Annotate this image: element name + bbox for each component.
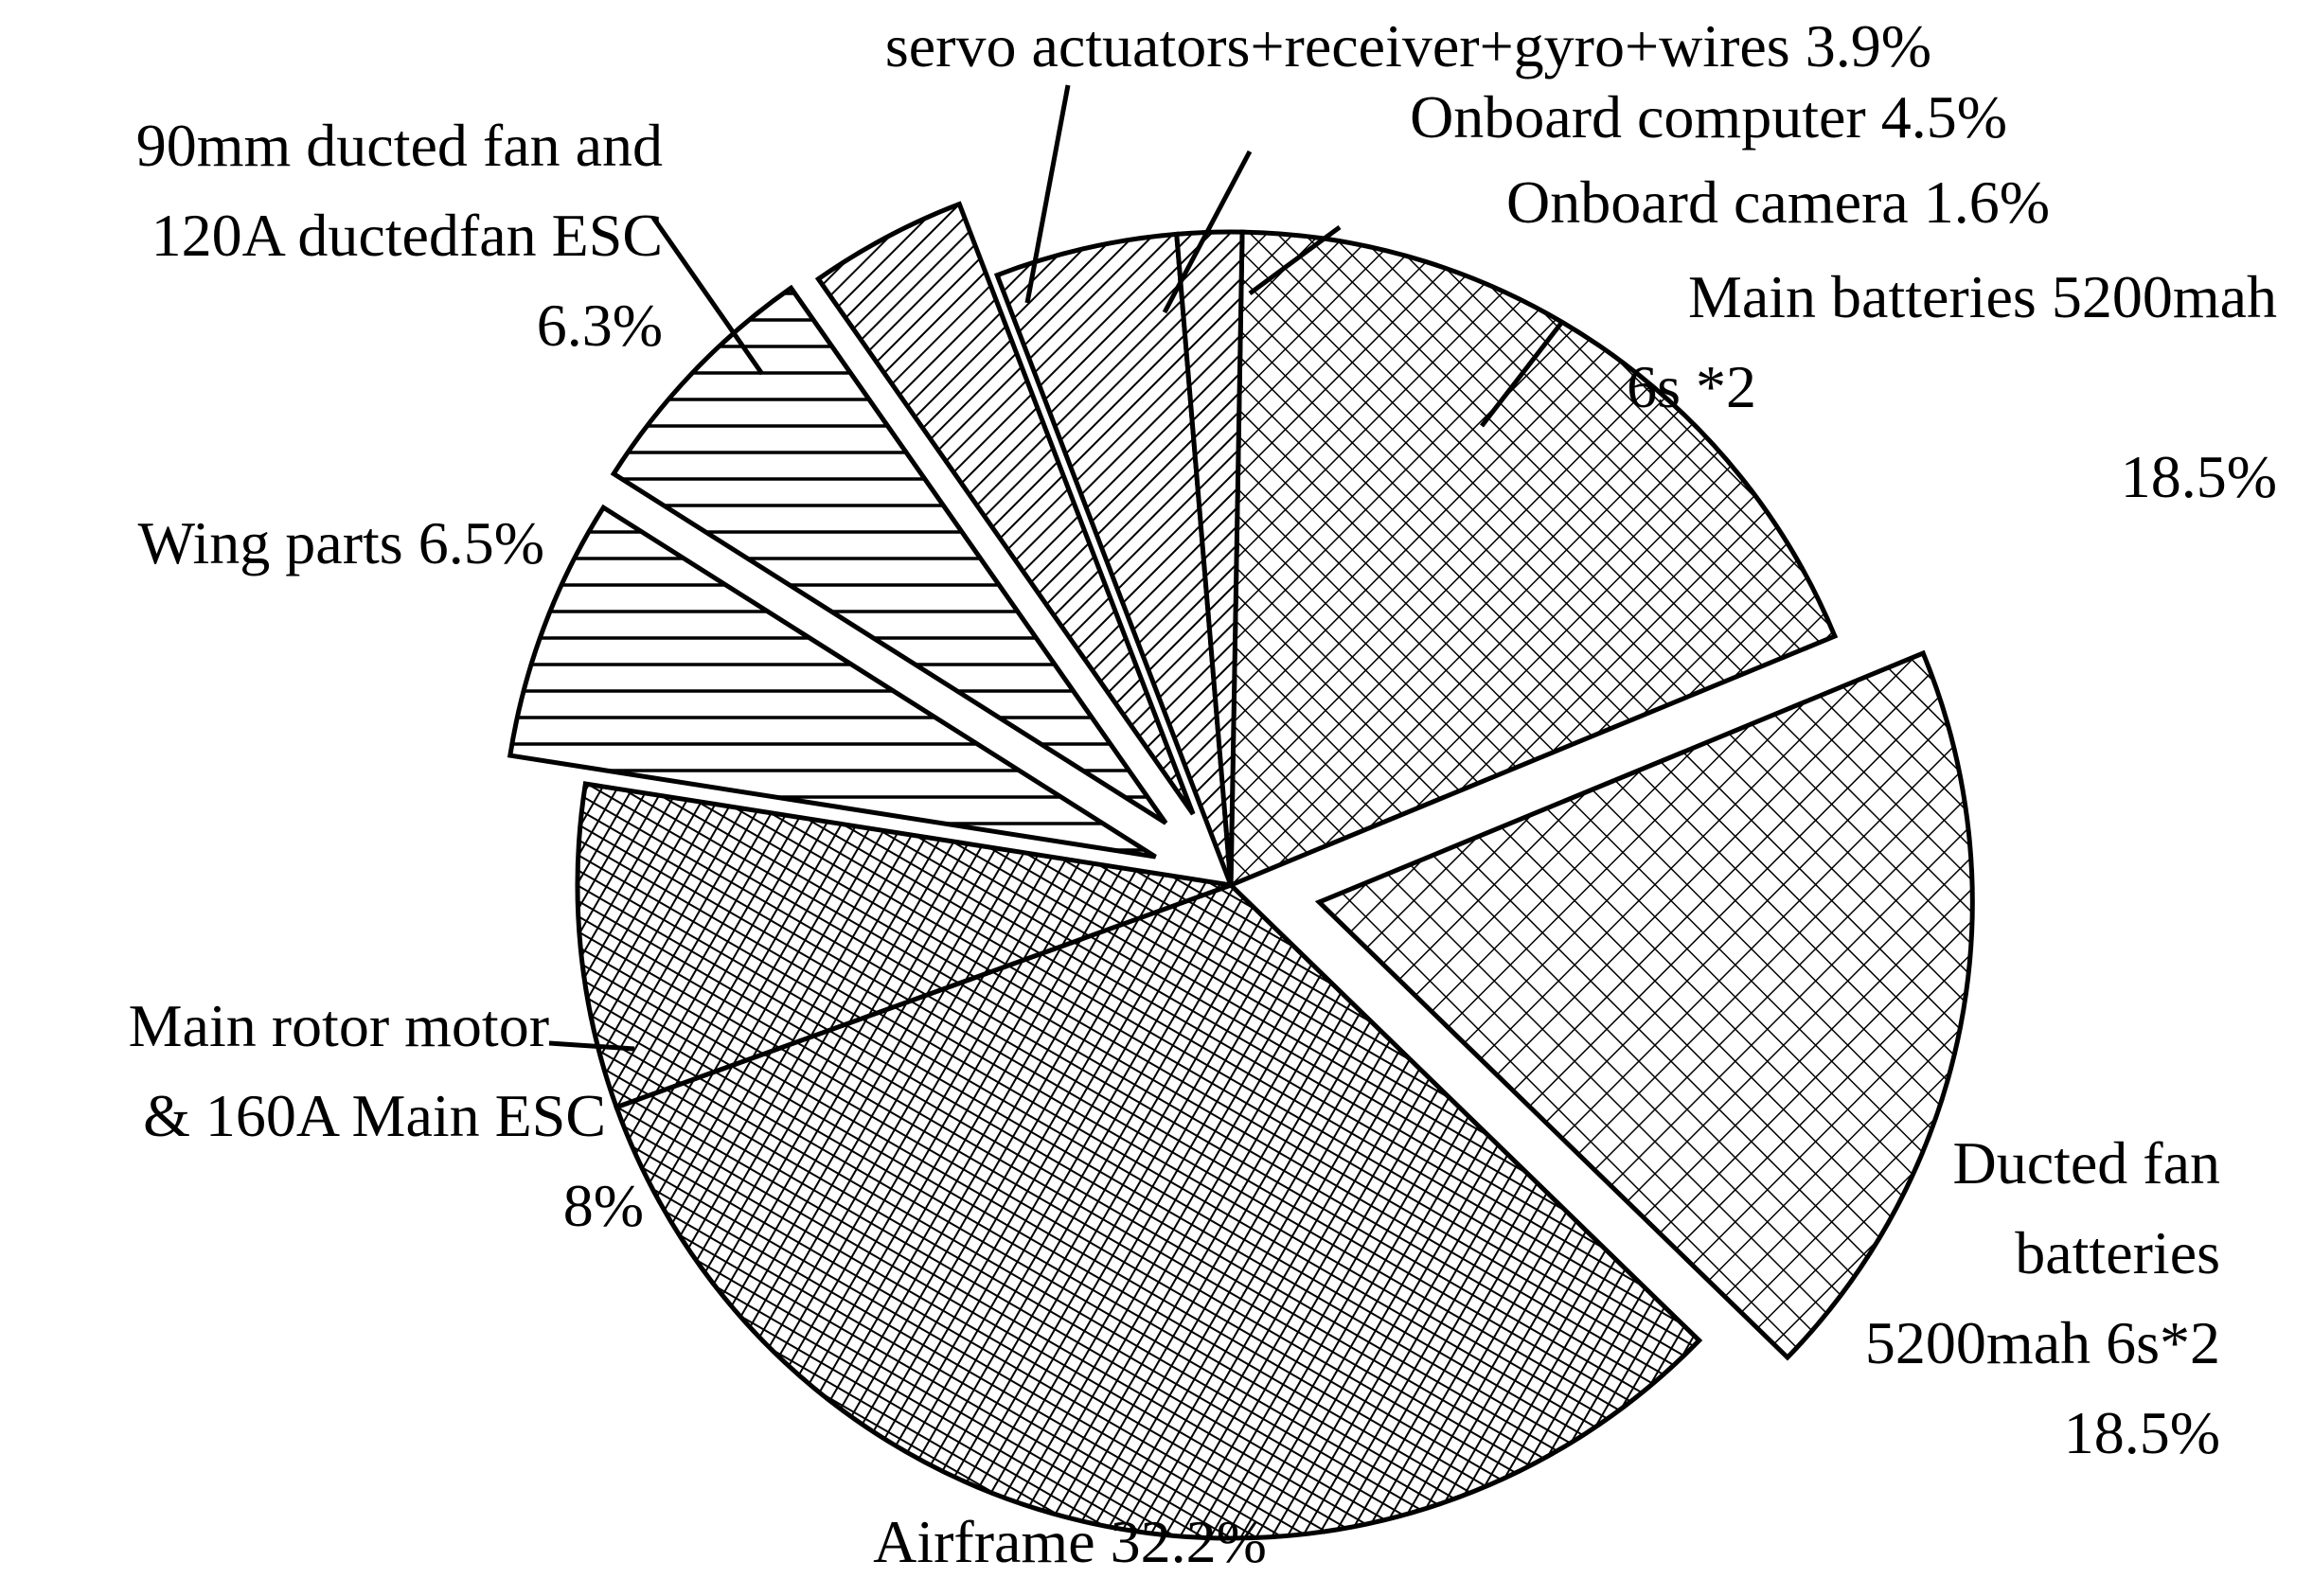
slice-label-2: Airframe 32.2% xyxy=(873,1508,1267,1575)
slice-label-line: Onboard computer 4.5% xyxy=(1410,83,2007,151)
slice-label-line: servo actuators+receiver+gyro+wires 3.9% xyxy=(885,12,1931,80)
slice-label-6: servo actuators+receiver+gyro+wires 3.9% xyxy=(885,12,1931,80)
slice-label-8: Onboard camera 1.6% xyxy=(1506,168,2050,236)
slice-label-line: 90mm ducted fan and xyxy=(136,112,663,179)
pie-slice-4 xyxy=(507,504,1157,860)
slice-label-4: Wing parts 6.5% xyxy=(138,509,544,576)
slice-label-line: & 160A Main ESC xyxy=(143,1082,606,1149)
slice-label-line: 120A ductedfan ESC xyxy=(151,202,663,269)
pie-slice-3 xyxy=(575,781,1232,1110)
slice-label-line: batteries xyxy=(2015,1219,2220,1286)
leader-line-8 xyxy=(1248,224,1342,296)
pie-slice-1 xyxy=(1314,649,1975,1361)
slice-label-line: 18.5% xyxy=(2064,1399,2220,1466)
slice-label-line: 8% xyxy=(563,1172,644,1239)
slice-label-line: Main rotor motor xyxy=(129,992,549,1059)
slice-label-line: Main batteries 5200mah xyxy=(1688,263,2277,330)
pie-slice-0 xyxy=(1228,229,1839,889)
pie-slice-5 xyxy=(610,284,1168,825)
slice-label-line: Wing parts 6.5% xyxy=(138,509,544,576)
pie-slice-7 xyxy=(993,231,1234,886)
slice-label-line: Ducted fan xyxy=(1952,1129,2220,1197)
slice-label-line: 5200mah 6s*2 xyxy=(1865,1309,2220,1376)
leader-line-3 xyxy=(548,1040,635,1052)
slice-labels: Main batteries 5200mah 6s *218.5%Ducted f… xyxy=(129,12,2277,1575)
slice-label-5: 90mm ducted fan and 120A ductedfan ESC 6.3… xyxy=(136,112,663,359)
pie-slices xyxy=(507,201,1975,1541)
leader-line-7 xyxy=(1162,150,1253,314)
pie-slice-2 xyxy=(613,882,1703,1541)
leader-line-0 xyxy=(1480,320,1564,428)
slice-label-7: Onboard computer 4.5% xyxy=(1410,83,2007,151)
leader-lines xyxy=(548,84,1564,1052)
slice-label-line: Onboard camera 1.6% xyxy=(1506,168,2050,236)
pie-slice-6 xyxy=(814,201,1196,816)
slice-label-1: Ducted fan batteries 5200mah 6s*2 18.5% xyxy=(1865,1129,2220,1466)
slice-label-line: 18.5% xyxy=(2121,443,2277,510)
slice-label-line: Airframe 32.2% xyxy=(873,1508,1267,1575)
slice-label-line: 6s *2 xyxy=(1627,353,1756,420)
leader-line-6 xyxy=(1024,84,1071,304)
slice-label-3: Main rotor motor & 160A Main ESC 8% xyxy=(129,992,644,1239)
slice-label-line: 6.3% xyxy=(537,292,663,359)
leader-line-5 xyxy=(650,216,765,376)
slice-label-0: Main batteries 5200mah 6s *2 18.5% xyxy=(1627,263,2277,510)
